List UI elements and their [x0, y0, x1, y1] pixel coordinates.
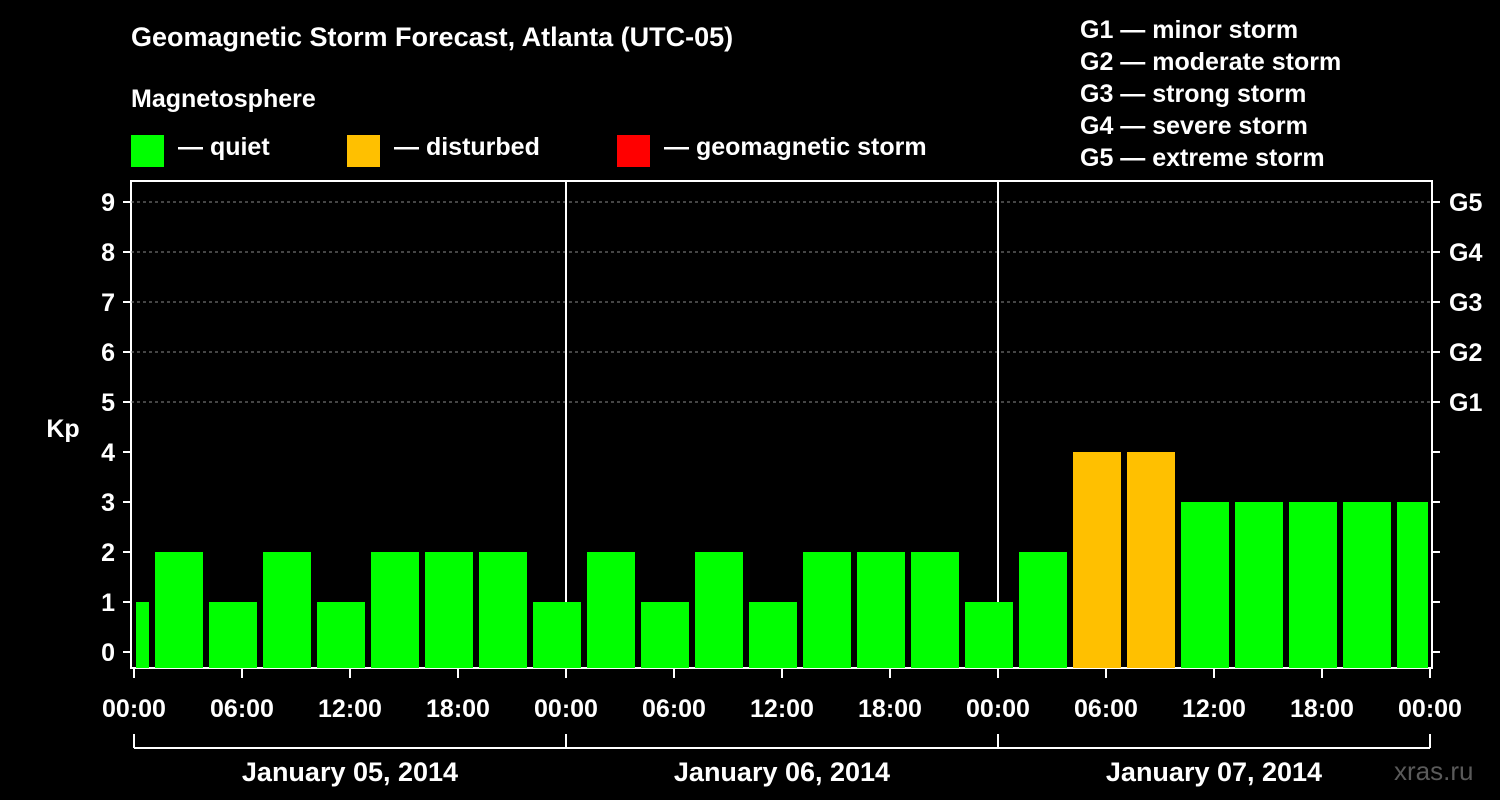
g-scale-g5: G5 — extreme storm [1080, 144, 1325, 172]
x-tick-label: 18:00 [858, 695, 922, 723]
x-tick-label: 12:00 [318, 695, 382, 723]
y-axis-label: Kp [46, 415, 79, 443]
y-tick-label: 9 [101, 189, 115, 217]
legend-label-storm: — geomagnetic storm [664, 133, 927, 161]
date-label: January 05, 2014 [242, 757, 458, 787]
kp-bar [425, 552, 473, 668]
kp-bar [533, 602, 581, 668]
kp-bar [136, 602, 149, 668]
kp-bar [209, 602, 257, 668]
kp-bar [803, 552, 851, 668]
kp-bar [479, 552, 527, 668]
g-level-label: G1 [1449, 389, 1482, 417]
kp-bar [1289, 502, 1337, 668]
kp-bar [371, 552, 419, 668]
g-level-label: G2 [1449, 339, 1482, 367]
watermark: xras.ru [1394, 756, 1474, 786]
y-tick-label: 3 [101, 489, 115, 517]
kp-bar [1235, 502, 1283, 668]
x-tick-label: 00:00 [534, 695, 598, 723]
g-level-label: G5 [1449, 189, 1482, 217]
kp-bar [695, 552, 743, 668]
kp-bar [641, 602, 689, 668]
y-tick-label: 7 [101, 289, 115, 317]
kp-bar [155, 552, 203, 668]
legend-swatch-quiet [131, 135, 164, 167]
kp-bar [1127, 452, 1175, 668]
x-tick-label: 12:00 [750, 695, 814, 723]
x-tick-label: 18:00 [1290, 695, 1354, 723]
kp-bar [587, 552, 635, 668]
y-tick-label: 6 [101, 339, 115, 367]
kp-bar [1019, 552, 1067, 668]
x-tick-label: 12:00 [1182, 695, 1246, 723]
y-tick-label: 4 [101, 439, 115, 467]
kp-bar [317, 602, 365, 668]
x-tick-label: 18:00 [426, 695, 490, 723]
kp-bar [965, 602, 1013, 668]
g-scale-g4: G4 — severe storm [1080, 112, 1308, 140]
x-tick-label: 00:00 [966, 695, 1030, 723]
g-scale-legend: G1 — minor storm G2 — moderate storm G3 … [1080, 14, 1341, 174]
kp-bar [857, 552, 905, 668]
kp-bar [749, 602, 797, 668]
legend-label-disturbed: — disturbed [394, 133, 540, 161]
y-tick-label: 2 [101, 539, 115, 567]
x-tick-label: 00:00 [102, 695, 166, 723]
g-scale-g1: G1 — minor storm [1080, 16, 1299, 44]
date-label: January 06, 2014 [674, 757, 890, 787]
x-tick-label: 06:00 [210, 695, 274, 723]
legend-label-quiet: — quiet [178, 133, 270, 161]
kp-bar [1181, 502, 1229, 668]
x-tick-label: 06:00 [1074, 695, 1138, 723]
kp-bar [263, 552, 311, 668]
g-level-label: G4 [1449, 239, 1482, 267]
y-tick-label: 5 [101, 389, 115, 417]
kp-bar [1343, 502, 1391, 668]
kp-bar [911, 552, 959, 668]
g-scale-g3: G3 — strong storm [1080, 80, 1307, 108]
g-scale-g2: G2 — moderate storm [1080, 48, 1342, 76]
kp-bar [1073, 452, 1121, 668]
x-tick-label: 00:00 [1398, 695, 1462, 723]
date-label: January 07, 2014 [1106, 757, 1322, 787]
y-tick-label: 1 [101, 589, 115, 617]
y-tick-label: 0 [101, 639, 115, 667]
g-level-label: G3 [1449, 289, 1482, 317]
kp-bar [1397, 502, 1428, 668]
legend-swatch-storm [617, 135, 650, 167]
x-tick-label: 06:00 [642, 695, 706, 723]
chart-title: Geomagnetic Storm Forecast, Atlanta (UTC… [131, 22, 734, 52]
magnetosphere-label: Magnetosphere [131, 85, 316, 113]
legend-swatch-disturbed [347, 135, 380, 167]
y-tick-label: 8 [101, 239, 115, 267]
